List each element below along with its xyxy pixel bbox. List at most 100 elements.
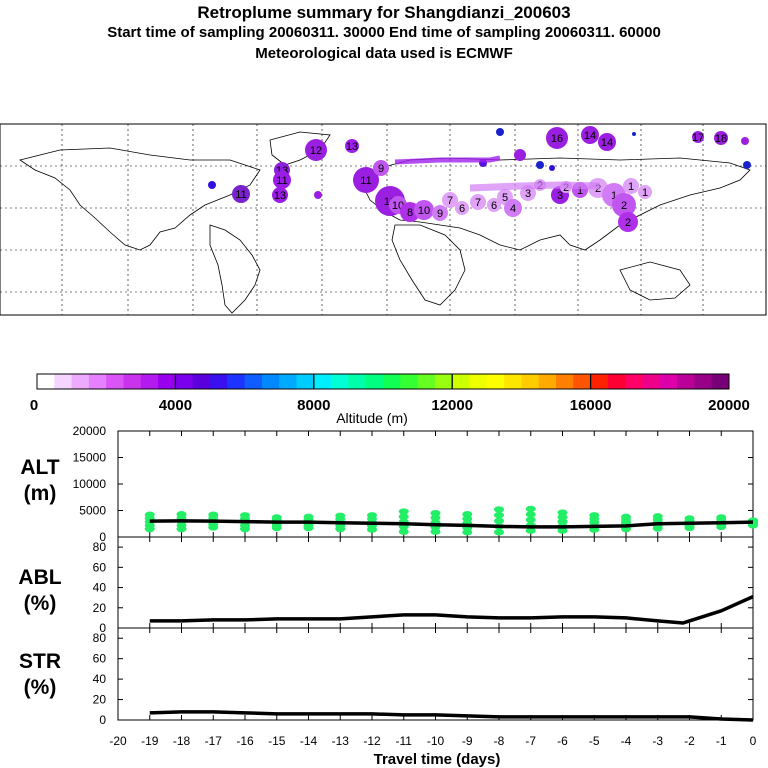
plume-cluster-circle [546, 127, 568, 149]
altitude-scatter-point [462, 515, 473, 522]
plume-cluster-circle [373, 160, 389, 176]
plume-cluster-label: 14 [601, 137, 613, 149]
colorbar-swatch [210, 374, 228, 389]
y-tick-label: 20 [93, 601, 107, 615]
plume-cluster-circle [504, 199, 522, 217]
altitude-scatter-point [367, 512, 377, 519]
altitude-scatter-point [494, 511, 504, 519]
plume-cluster-label: 11 [360, 175, 371, 187]
x-tick-label: -19 [141, 734, 159, 748]
x-tick-label: -6 [557, 734, 568, 748]
colorbar-swatch [677, 374, 695, 389]
colorbar-swatch [140, 374, 159, 389]
altitude-scatter-point [240, 512, 250, 519]
colorbar-swatch [37, 374, 55, 389]
plume-cluster-label: 6 [491, 200, 497, 212]
plume-cluster-circle [618, 212, 638, 232]
colorbar-swatch [590, 374, 609, 389]
sampling-time-line: Start time of sampling 20060311. 30000 E… [107, 24, 661, 41]
series-line [149, 519, 754, 529]
colorbar-swatch [400, 374, 419, 389]
plume-cluster-circle [442, 192, 458, 208]
x-tick-label: -1 [716, 734, 727, 748]
plume-cluster-label: 1 [628, 181, 634, 193]
altitude-scatter-point [557, 509, 568, 516]
plume-cluster-label: 5 [502, 192, 508, 204]
x-axis-title: Travel time (days) [374, 751, 501, 768]
x-tick-label: -10 [427, 734, 445, 748]
panel-str: 0 20 40 60 80 STR (%) [19, 627, 754, 727]
x-tick-label: -9 [462, 734, 473, 748]
plume-cluster-circle [455, 201, 469, 215]
x-tick-label: -14 [300, 734, 318, 748]
plume-clusters: 1213131113111191010810976765432321212211… [208, 126, 751, 232]
altitude-scatter-point [335, 512, 346, 519]
altitude-scatter-point [462, 511, 473, 518]
plume-cluster-label: 10 [418, 205, 430, 217]
x-tick-label: -18 [173, 734, 191, 748]
y-tick-label: 0 [99, 713, 106, 727]
altitude-scatter-point [144, 511, 155, 518]
colorbar-swatch [469, 374, 488, 389]
plume-cluster-circle [581, 126, 599, 144]
colorbar-tick-label: 4000 [159, 397, 192, 414]
plume-cluster-label: 1 [642, 187, 648, 199]
x-tick-label: -4 [621, 734, 632, 748]
plume-cluster-circle [272, 187, 288, 203]
series-line [149, 710, 754, 722]
plume-cluster-circle [536, 161, 544, 169]
altitude-scatter-point [557, 527, 568, 534]
altitude-colorbar [36, 373, 730, 390]
plume-cluster-label: 12 [310, 145, 322, 157]
altitude-scatter-point [271, 514, 282, 521]
altitude-scatter-point [430, 528, 441, 535]
colorbar-swatch [434, 374, 453, 389]
altitude-scatter-point [462, 529, 473, 536]
plume-cluster-circle [598, 133, 616, 151]
x-tick-label: -12 [363, 734, 381, 748]
colorbar-swatch [88, 374, 107, 389]
plume-trail [394, 155, 501, 165]
colorbar-swatch [313, 374, 332, 389]
plume-cluster-label: 9 [378, 163, 384, 175]
colorbar-tick-label: 12000 [431, 397, 473, 414]
plume-cluster-circle [632, 132, 636, 136]
colorbar-swatch [607, 374, 626, 389]
plume-cluster-label: 2 [621, 200, 627, 212]
colorbar-swatch [625, 374, 643, 389]
plume-cluster-circle [514, 149, 526, 161]
plume-cluster-label: 17 [692, 132, 704, 144]
colorbar-swatch [261, 374, 280, 389]
colorbar-swatch [452, 374, 470, 389]
altitude-scatter-point [303, 513, 314, 521]
colorbar-swatch [417, 374, 436, 389]
x-tick-label: 0 [750, 734, 757, 748]
y-tick-label: 20 [93, 693, 107, 707]
y-tick-label: 0 [99, 621, 106, 635]
plume-cluster-circle [353, 167, 379, 193]
chart-title: Retroplume summary for Shangdianzi_20060… [197, 3, 571, 22]
plume-trail [469, 181, 601, 192]
plume-cluster-circle [623, 178, 639, 194]
altitude-scatter-point [398, 528, 409, 535]
y-tick-label: 40 [93, 672, 107, 686]
x-tick-label: -8 [494, 734, 505, 748]
x-tick-label: -17 [205, 734, 223, 748]
colorbar-swatch [365, 374, 384, 389]
colorbar-swatch [296, 374, 315, 389]
panel-unit-label: (%) [24, 592, 57, 615]
x-tick-label: -7 [525, 734, 536, 748]
colorbar-swatch [521, 374, 540, 389]
plume-cluster-circle [741, 137, 749, 145]
colorbar-swatch [538, 374, 557, 389]
y-tick-label: 5000 [79, 504, 106, 518]
colorbar-swatch [711, 374, 730, 389]
colorbar-swatch [556, 374, 574, 389]
colorbar-swatch [227, 374, 246, 389]
colorbar-swatch [642, 374, 661, 389]
altitude-scatter-point [525, 516, 536, 523]
altitude-scatter-point [557, 513, 568, 521]
plume-cluster-label: 7 [475, 197, 481, 209]
y-tick-label: 0 [99, 530, 106, 544]
altitude-scatter-point [398, 513, 409, 520]
